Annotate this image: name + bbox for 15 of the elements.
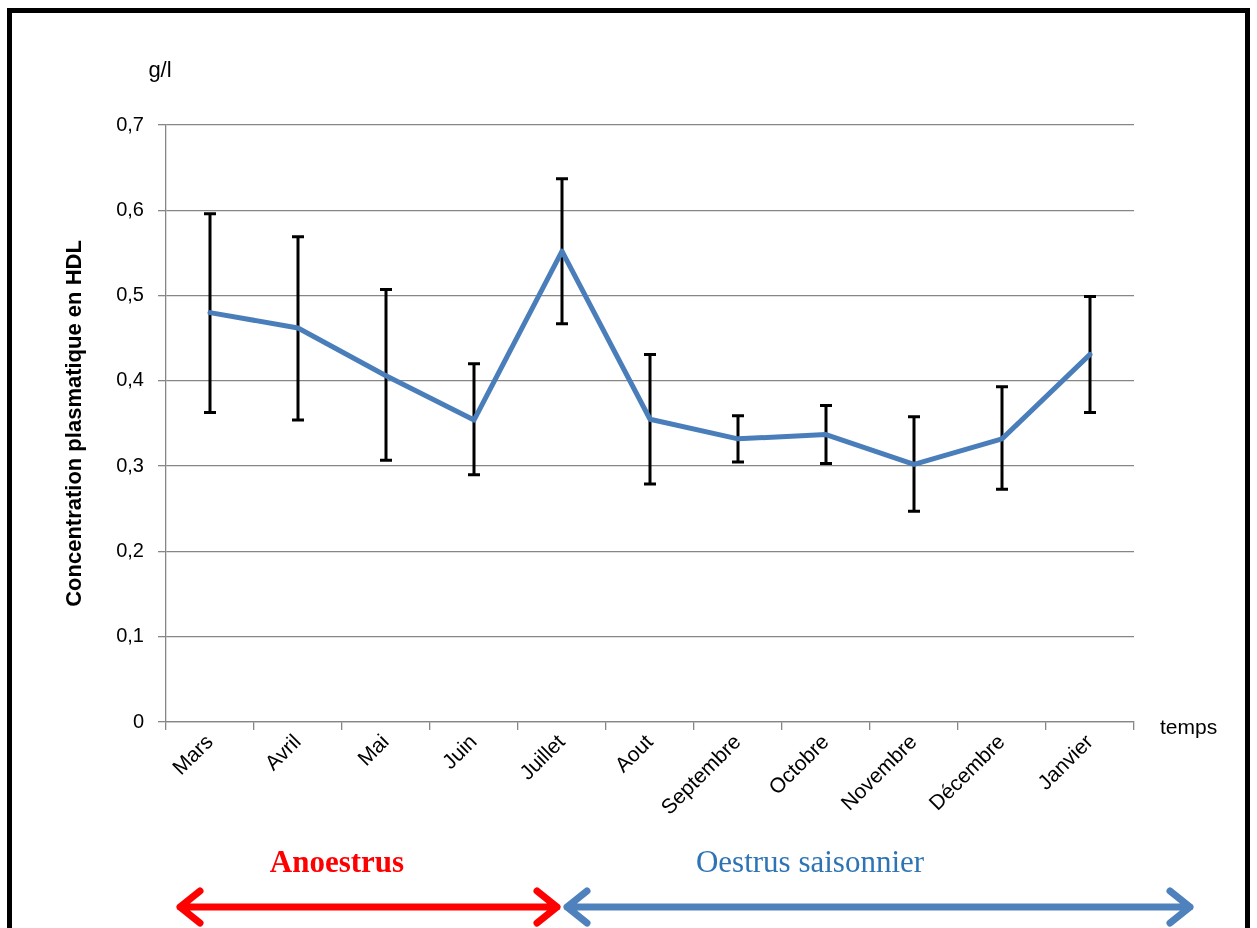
y-tick-label: 0,6 xyxy=(116,197,144,220)
x-tick-label: Juin xyxy=(437,729,481,774)
y-tick-label: 0,2 xyxy=(116,538,144,561)
y-tick-label: 0,7 xyxy=(116,112,144,135)
y-tick-label: 0 xyxy=(132,709,144,732)
text: Oestrus saisonnier xyxy=(695,844,925,879)
y-tick-label: 0,3 xyxy=(116,453,144,476)
y-tick-label: 0,5 xyxy=(116,283,144,306)
text: g/l xyxy=(148,57,172,82)
text: Anoestrus xyxy=(269,844,405,879)
y-axis-title: Concentration plasmatique en HDL xyxy=(61,240,87,607)
y-tick-label: 0,4 xyxy=(116,368,144,391)
x-axis-title: temps xyxy=(1160,714,1218,738)
x-tick-label: Mai xyxy=(352,729,393,770)
y-tick-label: 0,1 xyxy=(116,624,144,647)
